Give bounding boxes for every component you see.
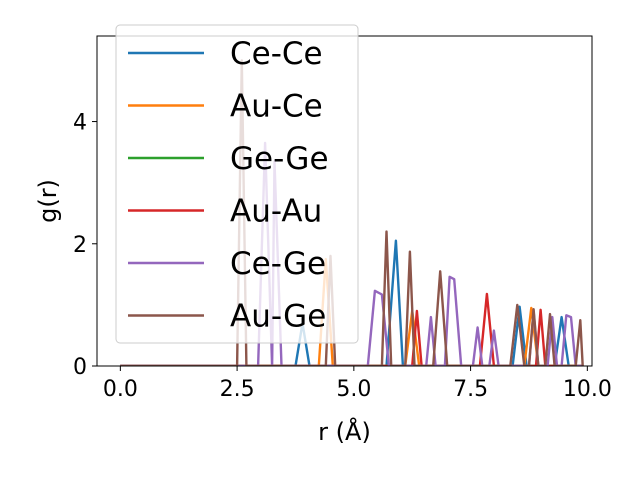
x-tick-label: 5.0 xyxy=(336,377,371,402)
x-axis: 0.0 2.5 5.0 7.5 10.0 xyxy=(103,366,612,402)
y-tick-label: 0 xyxy=(73,355,87,380)
legend-label-ge-ge: Ge-Ge xyxy=(230,141,329,177)
x-tick-label: 0.0 xyxy=(103,377,138,402)
y-axis-label: g(r) xyxy=(34,179,62,223)
y-tick-label: 2 xyxy=(73,233,87,258)
legend-box xyxy=(115,24,359,344)
legend-label-ce-ge: Ce-Ge xyxy=(230,246,326,282)
legend-label-ce-ce: Ce-Ce xyxy=(230,36,323,72)
legend-label-au-au: Au-Au xyxy=(230,194,322,230)
x-tick-label: 7.5 xyxy=(453,377,488,402)
x-tick-label: 2.5 xyxy=(220,377,255,402)
series-line-ce-ge xyxy=(120,141,583,366)
x-axis-label: r (Å) xyxy=(318,417,371,446)
x-tick-label: 10.0 xyxy=(563,377,612,402)
series-line-au-au xyxy=(120,292,583,366)
y-tick-label: 4 xyxy=(73,111,87,136)
legend: Ce-Ce Au-Ce Ge-Ge Au-Au Ce-Ge Au-Ge xyxy=(115,24,359,344)
y-axis: 0 2 4 xyxy=(73,111,97,380)
legend-label-au-ge: Au-Ge xyxy=(230,299,326,335)
legend-label-au-ce: Au-Ce xyxy=(230,89,323,125)
